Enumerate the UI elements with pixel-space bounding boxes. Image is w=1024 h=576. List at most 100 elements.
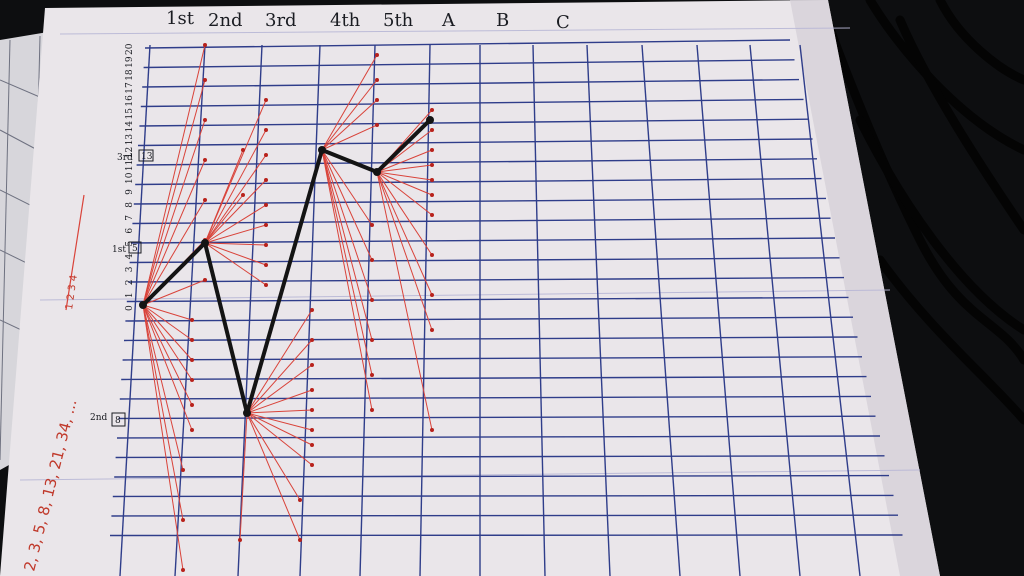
black-path-nodes xyxy=(139,116,434,417)
y-axis-label: 5 xyxy=(125,241,135,247)
grid-vertical-line xyxy=(532,44,546,576)
y-axis-label: 12 xyxy=(125,147,135,158)
red-fan-line xyxy=(142,119,206,306)
red-fan-line xyxy=(142,279,206,306)
red-marker-dot xyxy=(190,378,194,382)
red-marker-dot xyxy=(264,263,268,267)
red-marker-dot xyxy=(430,213,434,217)
red-marker-dot xyxy=(298,498,302,502)
red-fan-line xyxy=(321,149,373,226)
red-marker-dot xyxy=(203,158,207,162)
red-fan-line xyxy=(142,304,184,571)
red-marker-dot xyxy=(430,253,434,257)
cable-bundle xyxy=(815,0,1024,425)
red-marker-dot xyxy=(264,283,268,287)
red-marker-dot xyxy=(190,403,194,407)
margin-annotations: 3rd 13 1st 5 2nd 8 xyxy=(90,149,154,427)
grid-horizontal-line xyxy=(115,455,885,459)
grid-horizontal-line xyxy=(116,435,881,439)
y-axis-label: 3 xyxy=(125,266,135,272)
red-marker-dot xyxy=(430,163,434,167)
grid-horizontal-line xyxy=(121,375,867,381)
red-fan-line xyxy=(204,242,267,246)
paper-ruling xyxy=(19,27,921,481)
column-header-4th: 4th xyxy=(330,10,361,31)
red-fan-line xyxy=(246,412,301,541)
grid-vertical-line xyxy=(237,44,263,576)
red-marker-dot xyxy=(430,328,434,332)
annotation-third-box-value: 13 xyxy=(141,152,153,162)
red-fan-line xyxy=(204,194,244,244)
red-marker-dot xyxy=(310,463,314,467)
red-fan-line xyxy=(204,204,267,244)
red-marker-dot xyxy=(370,298,374,302)
red-marker-dot xyxy=(310,388,314,392)
grid-horizontal-line xyxy=(133,197,827,205)
red-marker-dot xyxy=(181,468,185,472)
red-marker-dot xyxy=(190,318,194,322)
red-marker-dot xyxy=(310,363,314,367)
red-marker-dot xyxy=(203,43,207,47)
red-fan-line xyxy=(204,149,244,244)
column-header-a: A xyxy=(441,10,456,31)
y-axis-label: 1 xyxy=(125,292,135,298)
red-marker-dot xyxy=(375,123,379,127)
red-fan-line xyxy=(246,412,313,431)
red-marker-dot xyxy=(241,148,245,152)
column-header-3rd: 3rd xyxy=(265,10,297,31)
grid-horizontal-line xyxy=(129,257,840,264)
grid-horizontal-line xyxy=(137,138,813,147)
red-marker-dot xyxy=(264,178,268,182)
y-axis-label: 2 xyxy=(125,279,135,285)
column-headers: 1st 2nd 3rd 4th 5th A B C xyxy=(166,8,570,33)
side-scale-line xyxy=(65,194,85,311)
y-axis-label: 7 xyxy=(125,215,135,221)
column-header-b: B xyxy=(496,10,509,31)
grid-vertical-line xyxy=(749,44,801,576)
red-marker-dot xyxy=(241,193,245,197)
red-fan-line xyxy=(204,242,267,266)
grid-horizontal-line xyxy=(136,158,818,166)
red-marker-dot xyxy=(190,428,194,432)
grid-horizontal-line xyxy=(118,415,876,420)
red-marker-dots xyxy=(181,43,434,572)
column-header-2nd: 2nd xyxy=(208,10,243,31)
y-axis-label: 20 xyxy=(125,43,135,55)
red-marker-dot xyxy=(310,338,314,342)
red-marker-dot xyxy=(203,78,207,82)
annotation-second-box-value: 8 xyxy=(115,416,121,426)
red-fan-line xyxy=(321,124,378,151)
red-fan-line xyxy=(246,412,313,446)
red-marker-dot xyxy=(264,128,268,132)
red-fan-line xyxy=(376,164,433,173)
y-axis-label: 4 xyxy=(125,253,135,259)
red-fan-line xyxy=(204,154,267,244)
red-marker-dot xyxy=(375,98,379,102)
red-fan-line xyxy=(321,149,373,261)
red-marker-dot xyxy=(203,198,207,202)
red-marker-dot xyxy=(203,278,207,282)
grid-vertical-line xyxy=(799,44,861,576)
grid-vertical-line xyxy=(696,44,741,576)
grid-vertical-line xyxy=(359,44,376,576)
red-fan-line xyxy=(142,199,206,306)
red-marker-dot xyxy=(370,373,374,377)
grid-horizontal-line xyxy=(123,336,858,342)
grid-horizontal-line xyxy=(112,494,894,498)
red-marker-dot xyxy=(203,118,207,122)
red-fan-line xyxy=(142,304,193,406)
annotation-second-label: 2nd xyxy=(90,413,108,423)
red-marker-dot xyxy=(375,78,379,82)
y-axis-label: 8 xyxy=(125,202,135,208)
red-fan-line xyxy=(321,149,373,301)
annotation-third-label: 3rd xyxy=(117,153,133,163)
y-axis-label: 14 xyxy=(125,121,135,133)
red-marker-dot xyxy=(375,53,379,57)
y-axis-label: 18 xyxy=(125,69,135,81)
red-fan-line xyxy=(239,412,248,541)
red-marker-dot xyxy=(310,408,314,412)
red-fan-line xyxy=(142,304,193,341)
red-marker-dot xyxy=(264,153,268,157)
red-fan-line xyxy=(246,309,313,414)
